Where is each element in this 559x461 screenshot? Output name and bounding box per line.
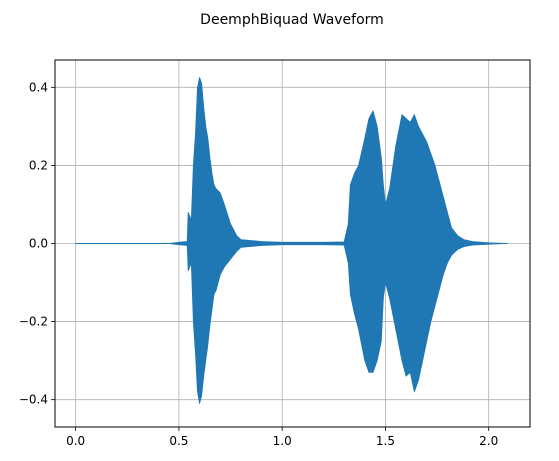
y-tick-label: 0.4 <box>29 80 48 94</box>
y-tick-label: 0.2 <box>29 158 48 172</box>
plot-area <box>75 77 508 404</box>
chart-title: DeemphBiquad Waveform <box>200 12 384 28</box>
y-tick-label: −0.4 <box>19 393 48 407</box>
x-tick-label: 1.0 <box>273 434 292 448</box>
x-tick-label: 2.0 <box>479 434 498 448</box>
y-tick-label: −0.2 <box>19 315 48 329</box>
x-axis: 0.0 0.5 1.0 1.5 2.0 <box>66 427 498 448</box>
y-axis: −0.4 −0.2 0.0 0.2 0.4 <box>19 80 55 407</box>
x-tick-label: 0.5 <box>169 434 188 448</box>
x-tick-label: 1.5 <box>376 434 395 448</box>
y-tick-label: 0.0 <box>29 237 48 251</box>
waveform-envelope <box>75 77 508 404</box>
x-tick-label: 0.0 <box>66 434 85 448</box>
